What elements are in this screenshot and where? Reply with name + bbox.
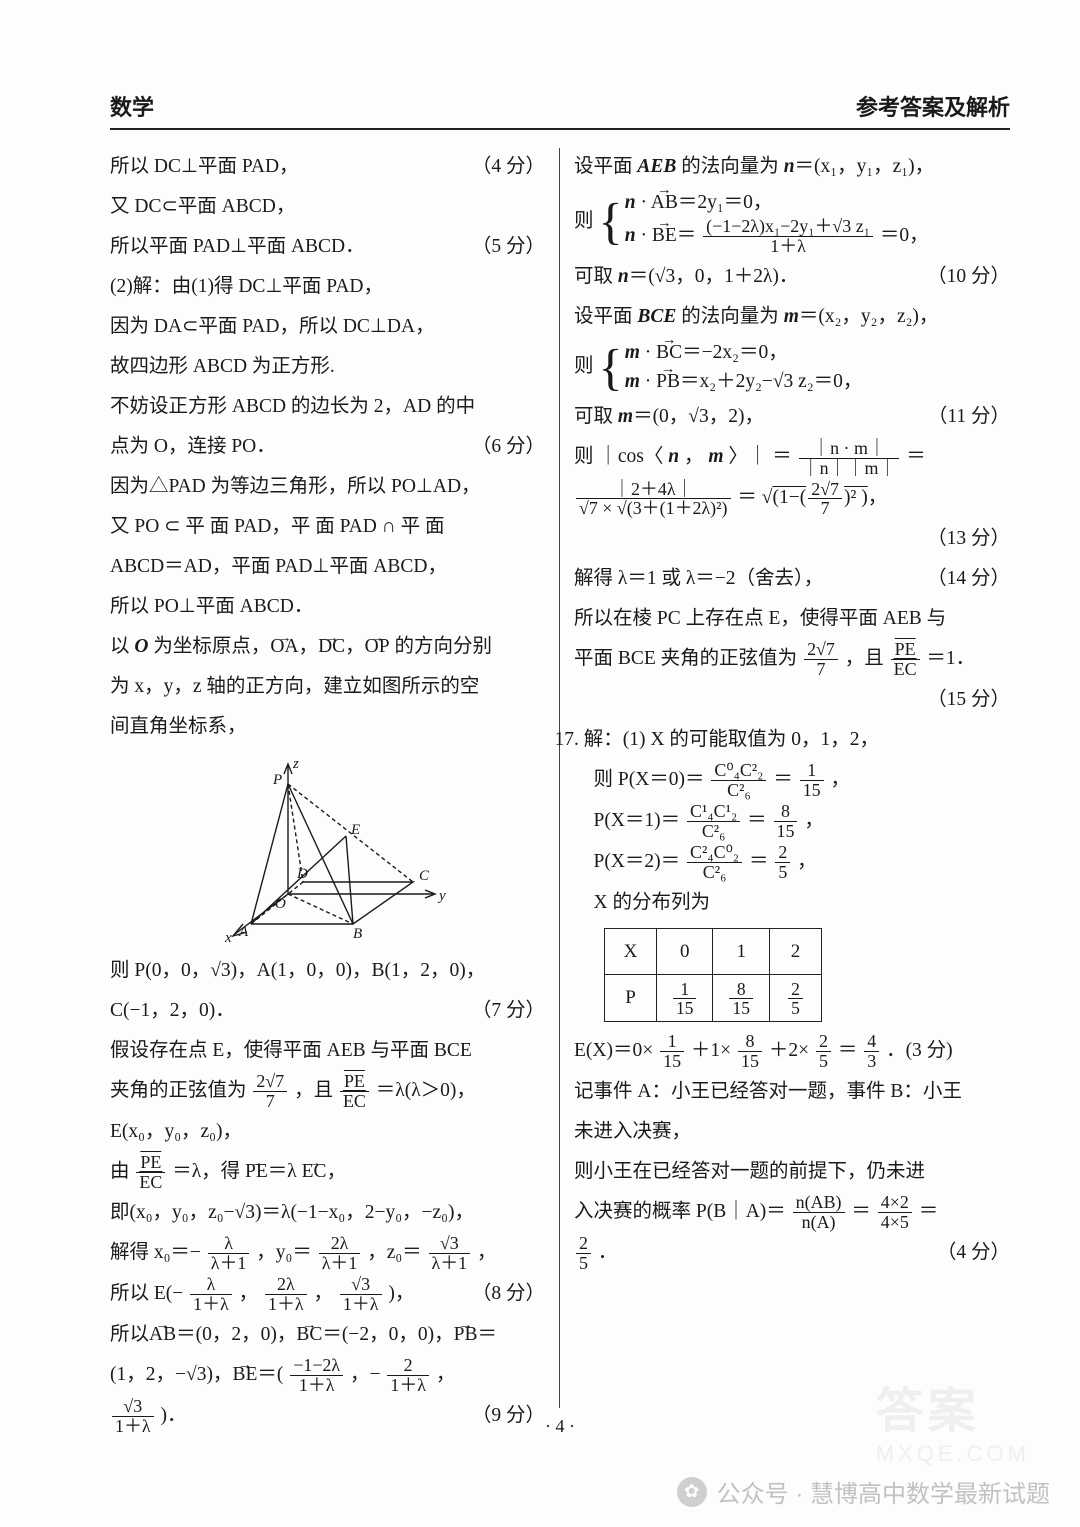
point-label: A (238, 924, 249, 940)
text: 则 P(X＝0)＝ C⁰₄C²₂C²₆ ＝ 115 ， (574, 761, 1010, 800)
point-label: E (350, 822, 360, 838)
watermark-footer: ✿ 公众号 · 慧博高中数学最新试题 (677, 1474, 1050, 1509)
td: 25 (769, 974, 821, 1021)
text: 未进入决赛， (574, 1113, 1010, 1151)
text: 则 ｜cos〈 n ， m 〉｜ ＝ ｜n · m｜｜n｜｜m｜ ＝ (574, 438, 1010, 477)
point-label: C (419, 868, 430, 884)
text: 解得 x₀＝− λλ＋1 ，y₀＝ 2λλ＋1 ，z₀＝ √3λ＋1 ， (110, 1234, 545, 1273)
text: X 的分布列为 (574, 884, 1010, 922)
score: （4 分） (929, 1234, 1010, 1272)
text: 假设存在点 E，使得平面 AEB 与平面 BCE (110, 1032, 545, 1070)
page: 数学 参考答案及解析 所以 DC⊥平面 PAD， （4 分） 又 DC⊂平面 AB… (0, 0, 1080, 1527)
text: 所以AB＝(0，2，0)，BC＝(−2，0，0)，PB＝ (110, 1316, 545, 1354)
text: P(X＝1)＝ C¹₄C¹₂C²₆ ＝ 815 ， (574, 802, 1010, 841)
text: 则 P(0，0，√3)，A(1，0，0)，B(1，2，0)， (110, 952, 545, 990)
text: 故四边形 ABCD 为正方形. (110, 348, 545, 386)
text: 夹角的正弦值为 2√77 ，且 PEEC ＝λ(λ＞0)， (110, 1072, 545, 1111)
text: 所以 PO⊥平面 ABCD． (110, 588, 545, 626)
text: E(x₀，y₀，z₀)， (110, 1113, 545, 1151)
score: （14 分） (919, 560, 1010, 598)
text: 设平面 BCE 的法向量为 m＝(x₂，y₂，z₂)， (574, 298, 1010, 336)
text: 为 x，y，z 轴的正方向，建立如图所示的空 (110, 668, 545, 706)
text: P(X＝2)＝ C²₄C⁰₂C²₆ ＝ 25 ， (574, 843, 1010, 882)
point-label: P (272, 772, 282, 788)
coordinate-figure: z P E C y D O A B x (193, 754, 463, 944)
watermark-text: 公众号 · 慧博高中数学最新试题 (717, 1474, 1050, 1509)
score: （5 分） (464, 228, 545, 266)
text: 点为 O，连接 PO． (110, 428, 276, 466)
text: 所以平面 PAD⊥平面 ABCD． (110, 228, 365, 266)
score: （11 分） (920, 398, 1010, 436)
page-header: 数学 参考答案及解析 (110, 90, 1010, 130)
text: 又 DC⊂平面 ABCD， (110, 188, 545, 226)
left-column: 所以 DC⊥平面 PAD， （4 分） 又 DC⊂平面 ABCD， 所以平面 PA… (110, 148, 560, 1408)
text: 可取 m＝(0，√3，2)， (574, 398, 764, 436)
td: 815 (713, 974, 769, 1021)
td: 115 (657, 974, 713, 1021)
right-column: 设平面 AEB 的法向量为 n＝(x₁，y₁，z₁)， 则 { n · AB＝2… (560, 148, 1010, 1408)
text: 平面 BCE 夹角的正弦值为 2√77 ，且 PEEC ＝1． (574, 640, 1010, 679)
text: √31＋λ )． （9 分） (110, 1397, 545, 1436)
text: (2)解：由(1)得 DC⊥平面 PAD， (110, 268, 545, 306)
distribution-table: X 0 1 2 P 115 815 25 (604, 928, 822, 1023)
text: 则小王在已经答对一题的前提下，仍未进 (574, 1153, 1010, 1191)
text: 由 PEEC ＝λ，得 PE＝λ EC， (110, 1153, 545, 1192)
score: （9 分） (464, 1397, 545, 1435)
two-column-body: 所以 DC⊥平面 PAD， （4 分） 又 DC⊂平面 ABCD， 所以平面 PA… (110, 148, 1010, 1408)
point-label: O (275, 896, 286, 912)
flower-icon: ✿ (677, 1477, 707, 1507)
text: 设平面 AEB 的法向量为 n＝(x₁，y₁，z₁)， (574, 148, 1010, 186)
text: ｜2＋4λ｜√7 × √(3＋(1＋2λ)²) ＝ √(1−(2√77)² )， (574, 479, 1010, 518)
text: 因为 DA⊂平面 PAD，所以 DC⊥DA， (110, 308, 545, 346)
header-subject: 数学 (110, 90, 154, 122)
text: 又 PO ⊂ 平 面 PAD，平 面 PAD ∩ 平 面 (110, 508, 545, 546)
header-title: 参考答案及解析 (856, 90, 1010, 122)
th: 1 (713, 928, 769, 974)
text: 可取 n＝(√3，0，1＋2λ)． (574, 258, 798, 296)
point-label: B (353, 926, 362, 942)
text: 所以 DC⊥平面 PAD， (110, 148, 299, 186)
td: P (605, 974, 657, 1021)
point-label: D (296, 866, 308, 882)
text: 不妨设正方形 ABCD 的边长为 2，AD 的中 (110, 388, 545, 426)
text: 间直角坐标系， (110, 708, 545, 746)
th: X (605, 928, 657, 974)
text: 即(x₀，y₀，z₀−√3)＝λ(−1−x₀，2−y₀，−z₀)， (110, 1194, 545, 1232)
q17: 17. 解：(1) X 的可能取值为 0，1，2， (555, 721, 1011, 759)
text: 25 ． （4 分） (574, 1234, 1010, 1273)
system: 则 { m · BC＝−2x₂＝0， m · PB＝x₂＋2y₂−√3 z₂＝0… (574, 338, 1010, 397)
text: (1，2，−√3)，BE＝( −1−2λ1＋λ ，− 21＋λ ， (110, 1356, 545, 1395)
text: 以 O 为坐标原点，OA，DC，OP 的方向分别 (110, 628, 545, 666)
text: 入决赛的概率 P(B｜A)＝ n(AB)n(A) ＝ 4×24×5 ＝ (574, 1193, 1010, 1232)
axis-label-y: y (437, 888, 446, 904)
system: 则 { n · AB＝2y₁＝0， n · BE＝ (−1−2λ)x₁−2y₁＋… (574, 188, 1010, 256)
score: （7 分） (464, 992, 545, 1030)
score: （15 分） (919, 681, 1010, 719)
text: 记事件 A：小王已经答对一题，事件 B：小王 (574, 1073, 1010, 1111)
axis-label-z: z (292, 756, 299, 772)
th: 0 (657, 928, 713, 974)
score: （8 分） (464, 1275, 545, 1313)
score: （13 分） (919, 520, 1010, 558)
text: 解得 λ＝1 或 λ＝−2（舍去）， (574, 560, 823, 598)
axis-label-x: x (224, 930, 232, 944)
text: ABCD＝AD，平面 PAD⊥平面 ABCD， (110, 548, 545, 586)
text: 所以在棱 PC 上存在点 E，使得平面 AEB 与 (574, 600, 1010, 638)
score: （10 分） (919, 258, 1010, 296)
text: 因为△PAD 为等边三角形，所以 PO⊥AD， (110, 468, 545, 506)
text: E(X)＝0× 115 ＋1× 815 ＋2× 25 ＝ 43 ．(3 分) (574, 1032, 1010, 1071)
score: （4 分） (464, 148, 545, 186)
text: C(−1，2，0)． (110, 992, 235, 1030)
th: 2 (769, 928, 821, 974)
score: （6 分） (464, 428, 545, 466)
text: 所以 E(− λ1＋λ ， 2λ1＋λ ， √31＋λ )， （8 分） (110, 1275, 545, 1314)
watermark-large: 答案 MXQE.COM (876, 1371, 1030, 1467)
